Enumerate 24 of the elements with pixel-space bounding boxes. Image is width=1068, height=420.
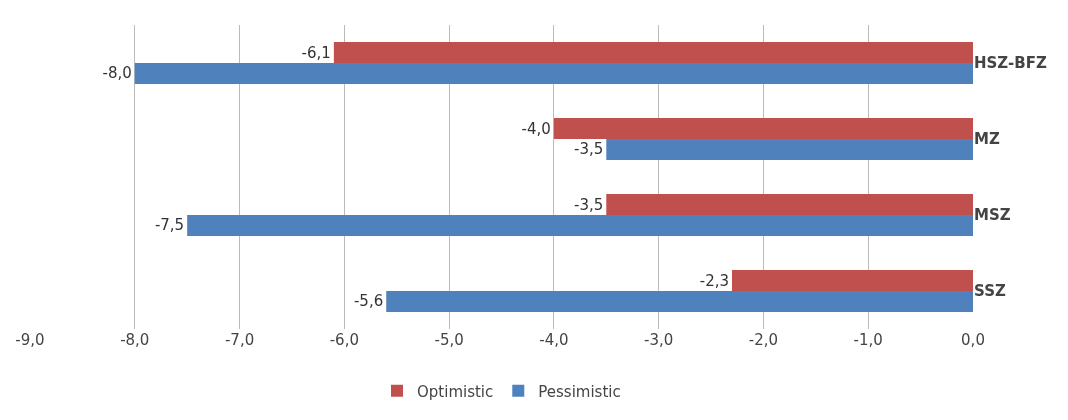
x-tick-label: -8,0	[120, 331, 150, 349]
y-tick-label: HSZ-BFZ	[974, 54, 1047, 73]
x-tick-label: -2,0	[748, 331, 779, 349]
x-tick-label: -4,0	[539, 331, 569, 349]
x-tick-label: -7,0	[224, 331, 255, 349]
y-tick-label: MSZ	[974, 206, 1011, 225]
legend-label: Pessimistic	[538, 382, 621, 401]
data-label: -3,5	[574, 140, 604, 159]
x-tick-label: 0,0	[961, 331, 985, 349]
legend-label: Optimistic	[417, 382, 494, 401]
x-tick-label: -5,0	[434, 331, 464, 349]
y-tick-label: MZ	[974, 130, 1000, 149]
data-label: -5,6	[353, 292, 384, 311]
x-tick-label: -3,0	[644, 331, 674, 349]
x-tick-label: -1,0	[853, 331, 883, 349]
data-label: -3,5	[574, 195, 604, 214]
y-tick-label: SSZ	[974, 282, 1006, 301]
data-label: -4,0	[521, 119, 551, 138]
data-label: -2,3	[699, 271, 730, 290]
data-label: -7,5	[154, 216, 185, 235]
x-tick-label: -9,0	[15, 331, 45, 349]
x-tick-label: -6,0	[329, 331, 359, 349]
data-label: -8,0	[102, 64, 132, 83]
data-label: -6,1	[301, 43, 331, 62]
